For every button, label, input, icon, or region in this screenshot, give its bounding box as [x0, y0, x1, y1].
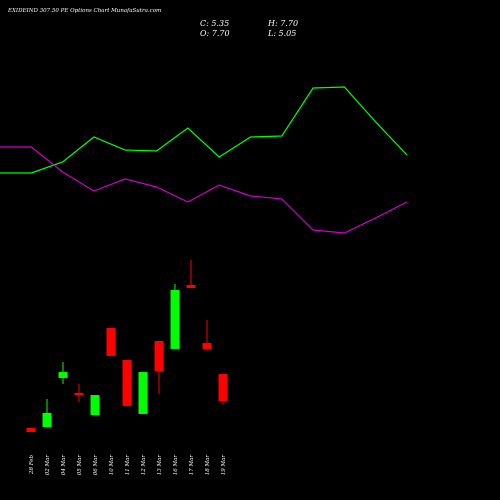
- open-label: O: 7.70: [200, 29, 230, 38]
- high-label: H: 7.70: [267, 19, 298, 28]
- x-tick-label: 28 Feb: [29, 455, 35, 476]
- low-label: L: 5.05: [267, 29, 296, 38]
- candle-body: [26, 428, 36, 433]
- x-tick-label: 16 Mar: [173, 455, 179, 476]
- x-tick-label: 11 Mar: [125, 455, 131, 476]
- candle-body: [170, 289, 180, 349]
- chart-title: EXIDEIND 307.50 PE Options Chart MunafaS…: [7, 8, 161, 14]
- x-tick-label: 02 Mar: [45, 455, 51, 476]
- x-tick-label: 04 Mar: [61, 455, 67, 476]
- x-tick-label: 17 Mar: [189, 455, 195, 476]
- x-tick-label: 10 Mar: [109, 455, 115, 476]
- candle-body: [74, 392, 84, 396]
- line-series: [0, 86, 408, 174]
- x-tick-label: 19 Mar: [221, 455, 227, 476]
- candle-body: [58, 372, 68, 379]
- x-tick-label: 12 Mar: [141, 455, 147, 476]
- x-tick-label: 05 Mar: [77, 455, 83, 476]
- x-tick-label: 13 Mar: [157, 455, 163, 476]
- x-tick-label: 06 Mar: [93, 455, 99, 476]
- candle-body: [218, 373, 228, 402]
- x-tick-label: 18 Mar: [205, 455, 211, 476]
- line-series: [0, 146, 408, 234]
- close-label: C: 5.35: [200, 19, 229, 28]
- candle-body: [154, 341, 164, 372]
- candle-body: [122, 359, 132, 406]
- candle-body: [202, 342, 212, 349]
- candle-body: [90, 395, 100, 416]
- candle-body: [106, 328, 116, 356]
- candle-body: [42, 412, 52, 427]
- candle-body: [186, 285, 196, 289]
- candle-body: [138, 372, 148, 414]
